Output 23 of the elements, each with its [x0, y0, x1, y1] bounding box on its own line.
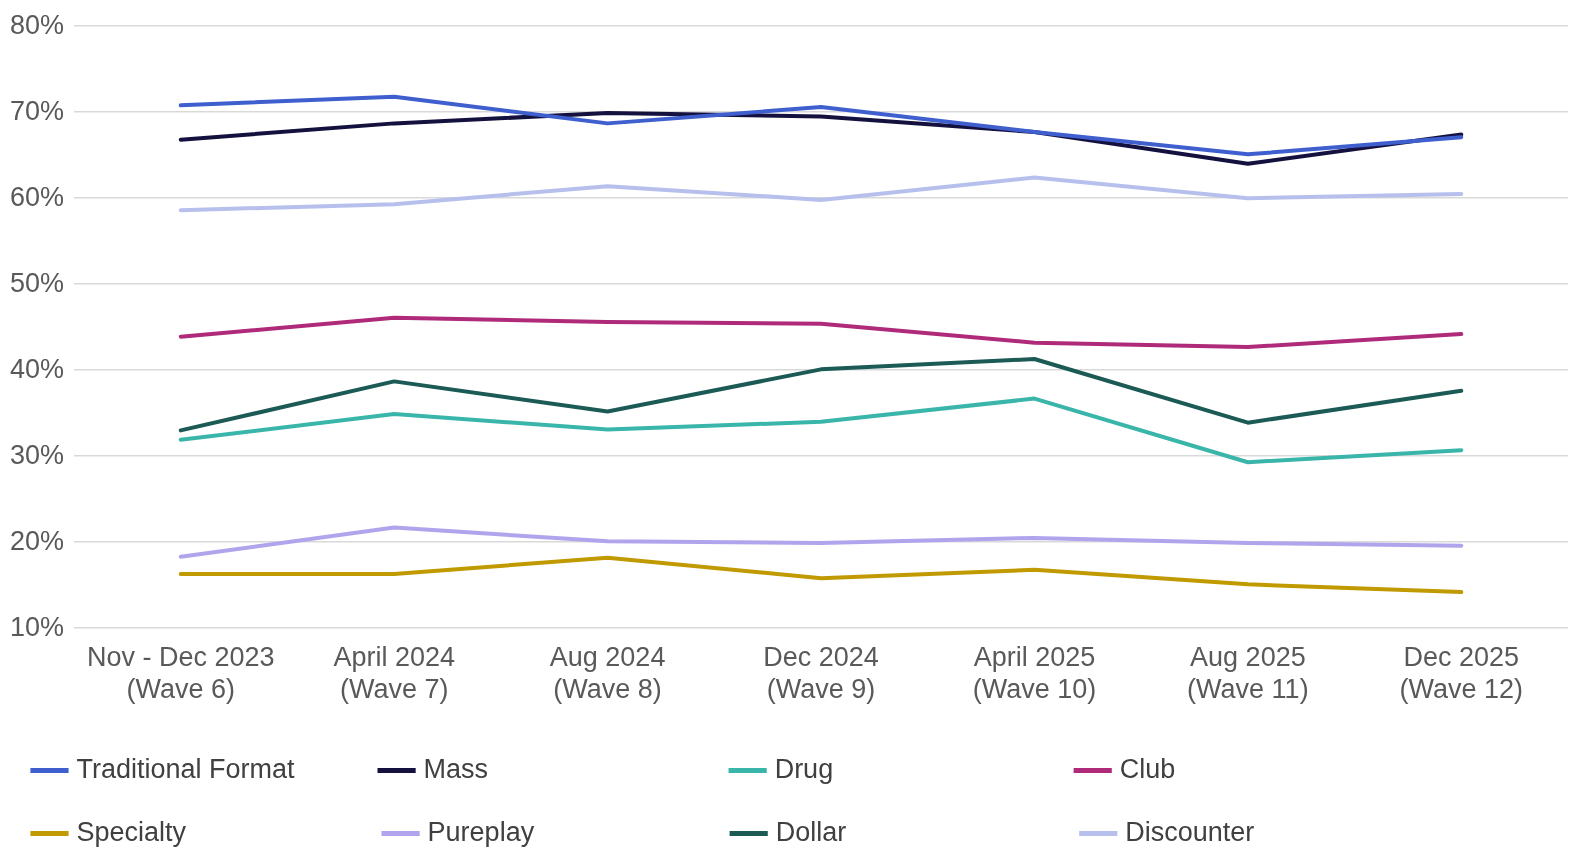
legend-label: Pureplay [427, 816, 700, 847]
y-tick-label: 30% [9, 439, 65, 470]
x-tick-label: Aug 2024 (Wave 8) [549, 641, 666, 705]
legend-label: Mass [423, 753, 699, 784]
x-tick-label: April 2024 (Wave 7) [333, 641, 455, 705]
x-tick-label: Dec 2025 (Wave 12) [1399, 641, 1524, 705]
y-tick-label: 10% [9, 611, 65, 642]
legend-label: Club [1119, 753, 1393, 784]
y-tick-label: 60% [9, 181, 65, 212]
legend-label: Traditional Format [76, 753, 348, 784]
x-tick-label: Aug 2025 (Wave 11) [1187, 641, 1309, 705]
x-tick-label: Nov - Dec 2023 (Wave 6) [86, 641, 275, 705]
y-tick-label: 40% [9, 353, 65, 384]
x-tick-label: Dec 2024 (Wave 9) [763, 641, 879, 705]
legend-label: Drug [774, 753, 1044, 784]
legend-label: Specialty [76, 816, 352, 847]
y-tick-label: 50% [9, 267, 65, 298]
legend-label: Dollar [775, 816, 1049, 847]
x-tick-label: April 2025 (Wave 10) [972, 641, 1097, 705]
legend-label: Discounter [1125, 816, 1397, 847]
y-tick-label: 20% [9, 525, 65, 556]
y-tick-label: 80% [9, 9, 65, 40]
y-tick-label: 70% [9, 95, 65, 126]
